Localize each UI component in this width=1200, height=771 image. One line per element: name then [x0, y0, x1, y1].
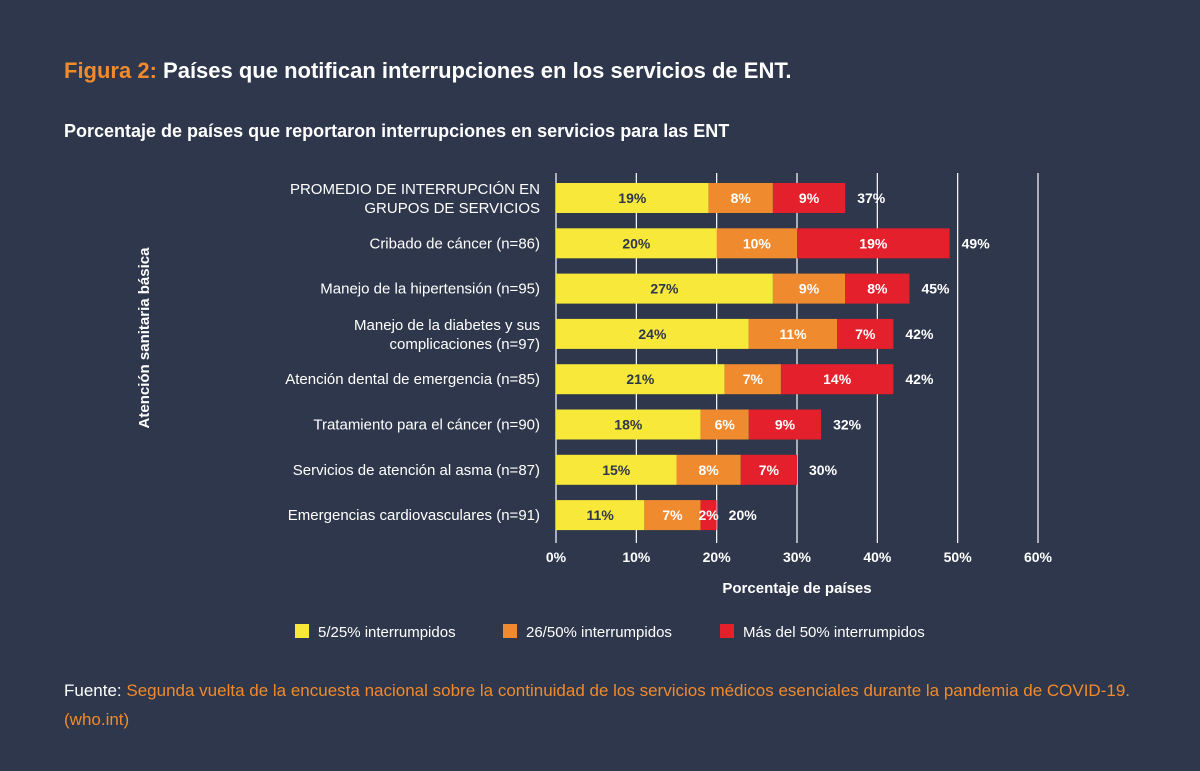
- category-label: Cribado de cáncer (n=86): [369, 235, 540, 252]
- bar-value-label: 11%: [587, 507, 615, 523]
- bar-segment: [772, 273, 846, 304]
- bar-value-label: 14%: [823, 371, 852, 387]
- total-label: 42%: [905, 371, 934, 387]
- category-label: GRUPOS DE SERVICIOS: [364, 200, 540, 217]
- bar-value-label: 7%: [855, 326, 876, 342]
- x-tick-label: 20%: [703, 549, 732, 565]
- bar-segment: [772, 183, 846, 213]
- bar-segment: [556, 273, 773, 304]
- total-label: 49%: [962, 235, 991, 251]
- x-tick-label: 40%: [863, 549, 892, 565]
- total-label: 30%: [809, 462, 838, 478]
- legend-label: 26/50% interrumpidos: [526, 624, 672, 641]
- source-label: Fuente:: [64, 681, 122, 700]
- legend-label: 5/25% interrumpidos: [318, 624, 456, 641]
- category-label: complicaciones (n=97): [390, 336, 541, 353]
- category-label: Tratamiento para el cáncer (n=90): [313, 417, 540, 434]
- bar-value-label: 9%: [775, 417, 796, 433]
- bar-value-label: 11%: [779, 326, 807, 342]
- category-label: Manejo de la hipertensión (n=95): [320, 281, 540, 298]
- bar-segment: [556, 364, 725, 395]
- bar-value-label: 24%: [638, 326, 667, 342]
- bar-value-label: 7%: [662, 507, 683, 523]
- legend-swatch: [503, 624, 517, 638]
- x-axis-label: Porcentaje de países: [722, 580, 871, 597]
- legend-swatch: [295, 624, 309, 638]
- bar-segment: [740, 454, 797, 485]
- category-label: Servicios de atención al asma (n=87): [293, 462, 540, 479]
- bar-segment: [700, 409, 749, 440]
- stacked-bar-chart: 0% 10% 20% 30% 40% 50% 60% PROMEDIO DE INTERRUP…: [136, 173, 1053, 641]
- bar-segment: [644, 500, 701, 531]
- bar-value-label: 6%: [715, 417, 736, 433]
- x-tick-label: 60%: [1024, 549, 1053, 565]
- total-label: 37%: [857, 190, 886, 206]
- bar-segment: [556, 318, 749, 349]
- total-label: 45%: [921, 281, 950, 297]
- bar-value-label: 8%: [699, 462, 720, 478]
- bar-value-label: 19%: [618, 190, 647, 206]
- bar-segment: [845, 273, 910, 304]
- bar-value-label: 15%: [602, 462, 631, 478]
- bar-value-label: 7%: [743, 371, 764, 387]
- source-note: Fuente: Segunda vuelta de la encuesta na…: [64, 676, 1144, 734]
- bar-segment: [748, 409, 822, 440]
- bar-segment: [556, 454, 677, 485]
- source-text: Segunda vuelta de la encuesta nacional s…: [64, 681, 1131, 729]
- x-tick-label: 30%: [783, 549, 812, 565]
- category-label: Atención dental de emergencia (n=85): [285, 371, 540, 388]
- figure-number: Figura 2:: [64, 58, 157, 83]
- bar-value-label: 9%: [799, 281, 820, 297]
- total-label: 20%: [729, 507, 758, 523]
- bar-value-label: 8%: [867, 281, 888, 297]
- bar-value-label: 7%: [759, 462, 780, 478]
- bar-value-label: 2%: [699, 507, 720, 523]
- bar-segment: [708, 183, 773, 213]
- figure-title: Figura 2: Países que notifican interrupc…: [64, 58, 791, 84]
- bar-segment: [556, 500, 645, 531]
- bar-segment: [780, 364, 894, 395]
- bar-value-label: 18%: [614, 417, 643, 433]
- bar-value-label: 19%: [859, 235, 888, 251]
- bar-value-label: 8%: [731, 190, 752, 206]
- bar-segment: [837, 318, 894, 349]
- bar-value-label: 10%: [743, 235, 772, 251]
- chart-subtitle: Porcentaje de países que reportaron inte…: [64, 121, 730, 141]
- category-label: PROMEDIO DE INTERRUPCIÓN EN: [290, 181, 540, 198]
- bar-value-label: 27%: [650, 281, 679, 297]
- bar-segment: [556, 228, 717, 259]
- bar-value-label: 9%: [799, 190, 820, 206]
- legend-label: Más del 50% interrumpidos: [743, 624, 925, 641]
- bar-segment: [716, 228, 797, 259]
- bar-segment: [748, 318, 838, 349]
- category-label: Emergencias cardiovasculares (n=91): [288, 507, 540, 524]
- total-label: 32%: [833, 417, 862, 433]
- x-tick-label: 0%: [546, 549, 567, 565]
- figure-title-text: Países que notifican interrupciones en l…: [163, 58, 792, 83]
- bar-segment: [700, 500, 717, 531]
- x-tick-label: 10%: [622, 549, 651, 565]
- total-label: 42%: [905, 326, 934, 342]
- category-label: Manejo de la diabetes y sus: [354, 317, 540, 334]
- bar-segment: [724, 364, 781, 395]
- legend-swatch: [720, 624, 734, 638]
- y-axis-label: Atención sanitaria básica: [136, 247, 153, 429]
- bar-value-label: 21%: [626, 371, 655, 387]
- bar-segment: [797, 228, 950, 259]
- x-tick-label: 50%: [944, 549, 973, 565]
- bar-value-label: 20%: [622, 235, 651, 251]
- bar-segment: [556, 183, 709, 213]
- bar-segment: [556, 409, 701, 440]
- bar-segment: [676, 454, 741, 485]
